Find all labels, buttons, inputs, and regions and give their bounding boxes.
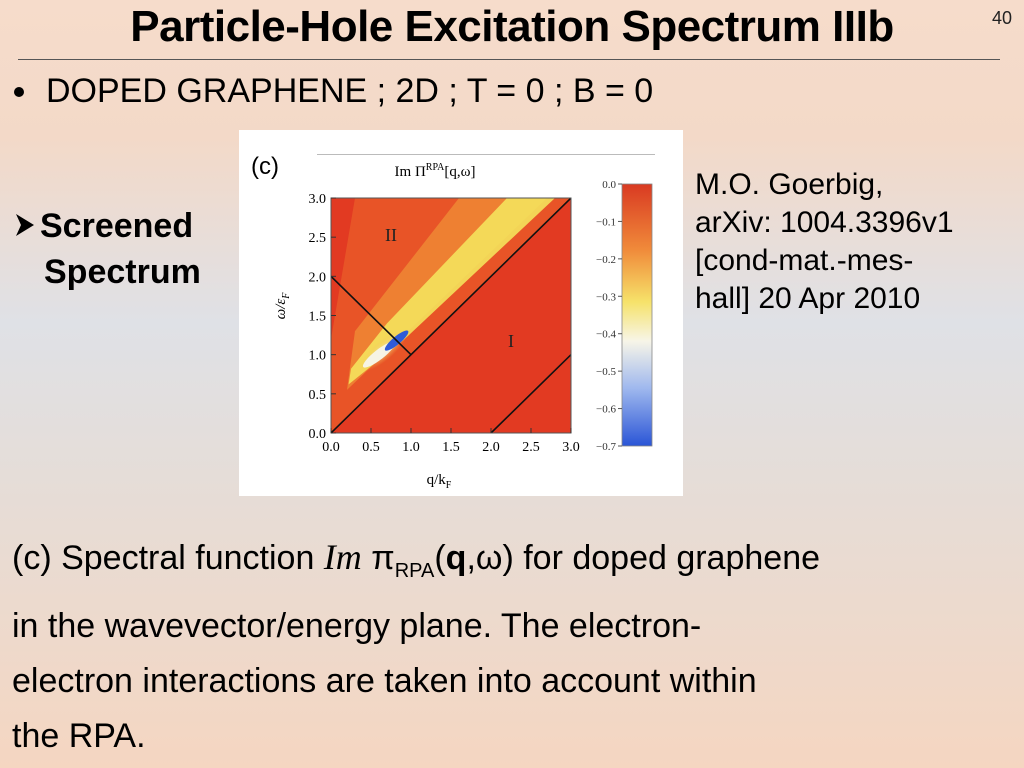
x-axis-label-sub: F <box>446 480 452 491</box>
caption-line2: in the wavevector/energy plane. The elec… <box>12 606 702 645</box>
colorbar-tick-label: −0.7 <box>596 441 616 453</box>
colorbar-tick-label: −0.2 <box>596 254 616 266</box>
sub-bullet-line2: Spectrum <box>44 253 201 291</box>
colorbar-tick-label: −0.3 <box>596 291 616 303</box>
y-tick-label: 3.0 <box>309 192 327 207</box>
caption-open: ( <box>434 539 446 577</box>
chart-title-args: [q,ω] <box>444 164 475 180</box>
caption-line3: electron interactions are taken into acc… <box>12 661 757 700</box>
x-tick-label: 0.0 <box>322 440 340 455</box>
sub-bullet-screened-spectrum: Screened Spectrum <box>14 203 201 295</box>
figure-caption: (c) Spectral function Im πRPA(q,ω) for d… <box>12 530 1012 764</box>
citation-line: M.O. Goerbig, <box>695 168 884 201</box>
citation-line: hall] 20 Apr 2010 <box>695 282 921 315</box>
y-axis-label-sub: F <box>281 292 292 300</box>
colorbar-tick-label: −0.6 <box>596 404 616 416</box>
colorbar-tick-label: 0.0 <box>602 179 616 191</box>
y-tick-label: 0.5 <box>309 388 327 403</box>
x-tick-label: 0.5 <box>362 440 380 455</box>
bullet-dot-icon <box>14 86 24 97</box>
colorbar-tick-label: −0.5 <box>596 366 616 378</box>
y-axis-label: ω/εF <box>273 292 292 320</box>
y-axis-label-main: ω/ε <box>273 299 289 320</box>
heatmap-plot: (c) Im ΠRPA[q,ω] III 0.0 0.5 1.0 1.5 2.0 2.5 3… <box>251 153 655 491</box>
y-tick-label: 2.5 <box>309 231 327 246</box>
region-label: II <box>385 225 397 245</box>
x-axis-label: q/kF <box>427 472 452 491</box>
y-tick-label: 2.0 <box>309 270 327 285</box>
caption-line1-rest: ,ω) for doped graphene <box>466 539 821 577</box>
bullet-text: DOPED GRAPHENE ; 2D ; T = 0 ; B = 0 <box>46 72 654 110</box>
y-tick-label: 0.0 <box>309 427 327 442</box>
colorbar: 0.0 −0.1 −0.2 −0.3 −0.4 −0.5 −0.6 −0.7 <box>596 179 653 453</box>
x-tick-label: 1.0 <box>402 440 420 455</box>
x-tick-label: 3.0 <box>562 440 580 455</box>
caption-line4: the RPA. <box>12 716 146 755</box>
caption-prefix: (c) Spectral function <box>12 539 324 577</box>
sub-bullet-line1: Screened <box>40 207 194 245</box>
plot-area: III <box>331 198 571 433</box>
boundary-line <box>490 354 571 433</box>
chart-title-main: Im Π <box>395 164 426 180</box>
boundary-line <box>331 198 571 433</box>
chart-title: Im ΠRPA[q,ω] <box>395 162 476 180</box>
slide-number: 40 <box>991 8 1012 28</box>
heatmap-layers <box>331 198 571 433</box>
caption-sub-rpa: RPA <box>394 559 435 582</box>
axes: 0.0 0.5 1.0 1.5 2.0 2.5 3.0 0.0 0.5 1.0 1.5 2.0 2.5 3… <box>309 192 580 455</box>
bullet-doped-graphene: DOPED GRAPHENE ; 2D ; T = 0 ; B = 0 <box>14 72 653 111</box>
x-tick-label: 2.0 <box>482 440 500 455</box>
slide-title: Particle-Hole Excitation Spectrum IIIb <box>130 2 894 51</box>
colorbar-tick-label: −0.1 <box>596 216 616 228</box>
y-tick-label: 1.0 <box>309 349 327 364</box>
caption-pi: π <box>361 539 395 577</box>
citation-line: [cond-mat.-mes- <box>695 244 914 277</box>
title-divider <box>18 59 1000 60</box>
spectrum-figure: (c) Im ΠRPA[q,ω] II I 0.0 0.5 1.0 1.5 2.0 2.5 3… <box>239 130 683 496</box>
x-tick-label: 2.5 <box>522 440 540 455</box>
colorbar-gradient <box>621 183 653 447</box>
chart-title-sup: RPA <box>426 162 445 173</box>
caption-im: Im <box>323 537 362 577</box>
x-axis-label-main: q/k <box>427 472 447 488</box>
figure-top-rule <box>317 154 655 155</box>
y-tick-label: 1.5 <box>309 310 327 325</box>
colorbar-tick-label: −0.4 <box>596 329 616 341</box>
citation-line: arXiv: 1004.3396v1 <box>695 206 954 239</box>
caption-q: q <box>445 539 467 577</box>
x-tick-label: 1.5 <box>442 440 460 455</box>
arrow-bullet-icon <box>16 214 34 236</box>
boundary-line <box>331 275 412 356</box>
citation: M.O. Goerbig, arXiv: 1004.3396v1 [cond-m… <box>695 166 954 318</box>
region-label: I <box>508 331 514 351</box>
panel-label: (c) <box>251 153 279 180</box>
